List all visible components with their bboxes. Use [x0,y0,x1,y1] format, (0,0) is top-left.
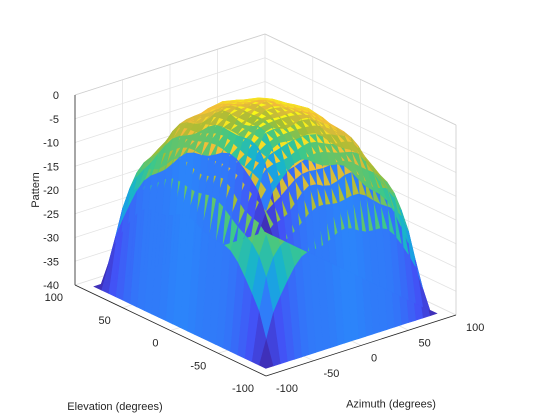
label-layer: -40-35-30-25-20-15-10-50-100-50050100-10… [30,90,484,413]
z-tick-label: -5 [49,114,59,126]
z-tick-label: -20 [43,185,59,197]
z-tick-label: -40 [43,280,59,292]
z-tick-label: -35 [43,256,59,268]
box-edge [74,33,266,96]
grid-line [74,81,266,143]
z-tick-label: -25 [43,209,59,221]
x-tick-label: -100 [276,383,298,395]
grid-line [264,81,457,173]
x-tick-label: 50 [419,337,431,349]
z-tick-label: 0 [53,90,59,102]
z-tick-label: -30 [43,233,59,245]
y-tick-label: 50 [99,315,111,327]
z-tick-label: -15 [43,161,59,173]
y-tick-label: 0 [152,338,158,350]
y-axis-line [74,284,267,377]
grid-line [264,57,457,150]
y-tick-label: -100 [232,383,254,395]
y-tick-label: 100 [45,292,63,304]
z-axis-title: Pattern [30,172,42,207]
x-axis-line [265,314,457,377]
y-axis-title: Elevation (degrees) [67,401,162,413]
x-axis-title: Azimuth (degrees) [346,399,436,411]
x-tick-label: 0 [371,353,377,365]
surface-layer [93,97,438,369]
grid-line [74,57,266,120]
z-tick-label: -10 [43,138,59,150]
y-tick-label: -50 [190,360,206,372]
surface-patch [93,263,109,291]
box-edge [264,33,457,126]
x-tick-label: 100 [466,322,484,334]
x-tick-label: -50 [324,368,340,380]
